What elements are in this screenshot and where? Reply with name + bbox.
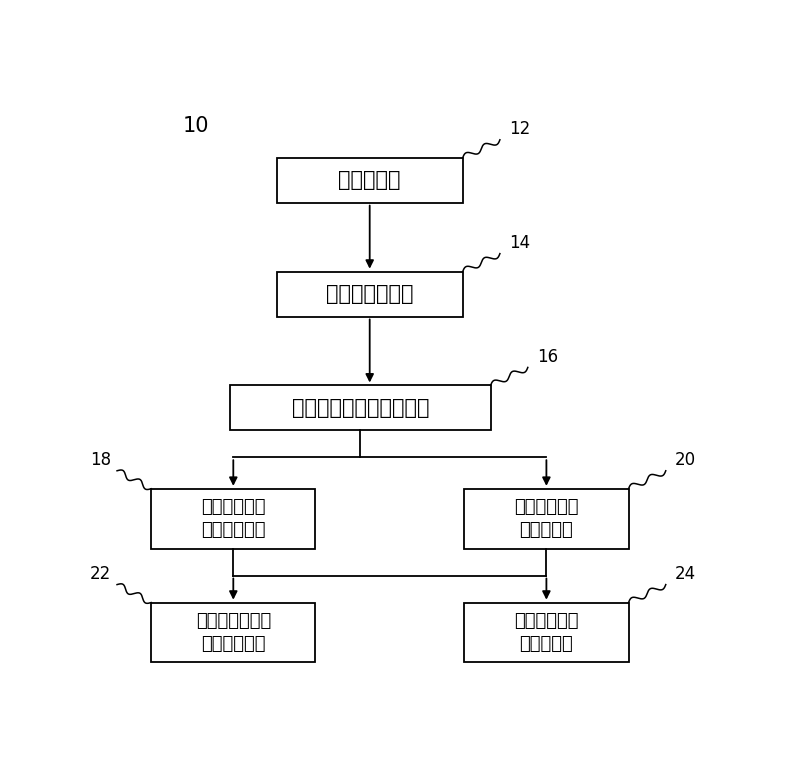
Text: 22: 22 <box>90 565 111 583</box>
Text: 20: 20 <box>675 451 696 469</box>
Bar <box>464 489 629 548</box>
Bar <box>464 602 629 663</box>
Text: 樟芝子实体: 樟芝子实体 <box>338 170 401 191</box>
Bar <box>277 272 462 317</box>
Text: 10: 10 <box>183 116 210 136</box>
Text: 以乙醇溶液萍取: 以乙醇溶液萍取 <box>326 284 414 304</box>
Text: 16: 16 <box>537 348 558 366</box>
Bar <box>151 489 315 548</box>
Text: 樟芝子实体的乙醇萍取物: 樟芝子实体的乙醇萍取物 <box>292 398 429 418</box>
Bar <box>230 385 490 430</box>
Text: 24: 24 <box>675 565 696 583</box>
Text: 樟芝子实体的
正己烷萍取物: 樟芝子实体的 正己烷萍取物 <box>201 498 266 539</box>
Text: 樟芝子实体的
第一残留物: 樟芝子实体的 第一残留物 <box>514 498 578 539</box>
Text: 樟芝子实体的乙
酸乙酯萍取物: 樟芝子实体的乙 酸乙酯萍取物 <box>196 612 271 654</box>
Text: 14: 14 <box>509 234 530 252</box>
Text: 18: 18 <box>90 451 111 469</box>
Bar <box>277 158 462 203</box>
Text: 樟芝子实体的
第二残留物: 樟芝子实体的 第二残留物 <box>514 612 578 654</box>
Bar <box>151 602 315 663</box>
Text: 12: 12 <box>509 120 530 138</box>
